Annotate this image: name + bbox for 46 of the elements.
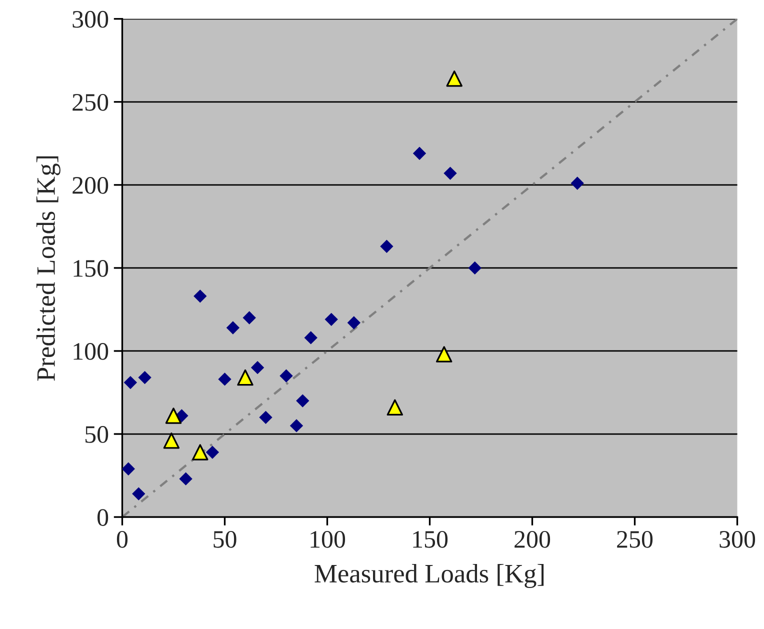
point bbox=[242, 311, 256, 324]
y-tick-label: 50 bbox=[86, 426, 108, 443]
y-tick-label: 100 bbox=[74, 343, 108, 360]
y-tick-label: 250 bbox=[72, 94, 108, 111]
point bbox=[570, 176, 584, 190]
point bbox=[412, 146, 426, 160]
x-tick-label: 200 bbox=[514, 530, 550, 548]
point bbox=[296, 394, 310, 408]
point bbox=[259, 410, 272, 424]
point bbox=[226, 321, 240, 334]
y-axis-title: Predicted Loads [Kg] bbox=[36, 156, 60, 381]
point bbox=[132, 487, 146, 500]
point bbox=[290, 419, 304, 432]
x-axis-title: Measured Loads [Kg] bbox=[314, 564, 544, 588]
point bbox=[218, 372, 232, 386]
point bbox=[386, 399, 404, 416]
point bbox=[163, 432, 180, 449]
x-tick-label: 100 bbox=[310, 530, 346, 548]
point bbox=[324, 312, 338, 326]
point bbox=[444, 166, 457, 180]
point bbox=[250, 361, 264, 374]
point bbox=[206, 446, 220, 459]
point bbox=[138, 370, 152, 384]
point bbox=[446, 70, 462, 87]
y-tick-label: 0 bbox=[98, 509, 108, 526]
y-tick-label: 300 bbox=[72, 10, 108, 28]
x-tick-label: 250 bbox=[617, 530, 653, 548]
point bbox=[436, 346, 452, 362]
point bbox=[194, 290, 207, 303]
point bbox=[347, 316, 360, 330]
point bbox=[468, 261, 482, 275]
x-tick-label: 300 bbox=[720, 530, 756, 548]
point bbox=[237, 369, 254, 386]
point bbox=[179, 472, 192, 486]
x-tick-label: 150 bbox=[413, 530, 448, 548]
x-tick-label: 0 bbox=[116, 530, 128, 548]
point bbox=[280, 369, 293, 382]
point bbox=[192, 444, 208, 460]
point bbox=[122, 462, 135, 476]
y-tick-label: 200 bbox=[72, 176, 108, 194]
point bbox=[304, 331, 318, 344]
point bbox=[165, 408, 182, 424]
y-tick-label: 150 bbox=[74, 260, 108, 277]
x-tick-label: 50 bbox=[214, 530, 236, 548]
point bbox=[124, 376, 138, 390]
point bbox=[380, 240, 394, 253]
